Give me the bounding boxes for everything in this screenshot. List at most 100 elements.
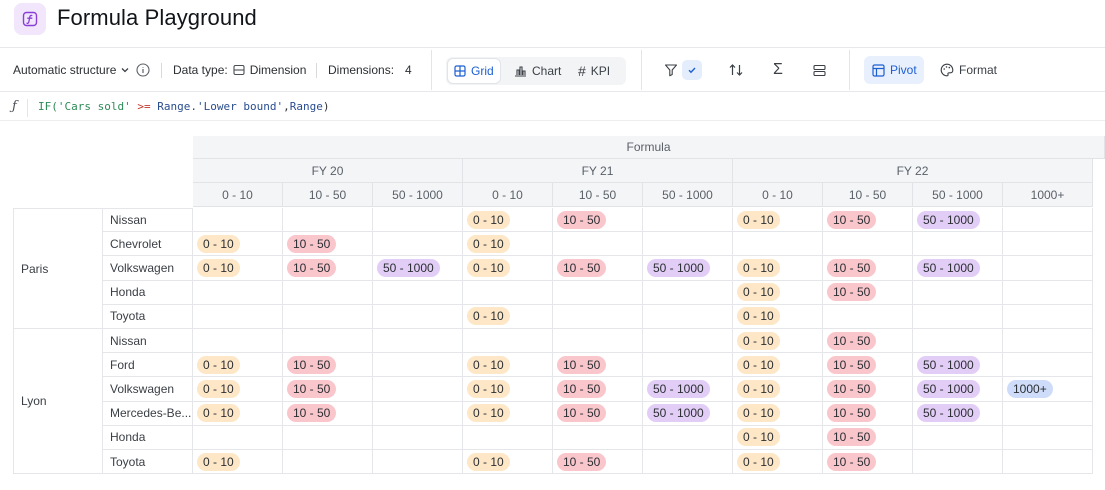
table-cell[interactable]: 10 - 50 <box>823 450 913 475</box>
table-cell[interactable]: 10 - 50 <box>283 232 373 257</box>
table-cell[interactable] <box>1003 304 1093 329</box>
table-cell[interactable] <box>1003 425 1093 450</box>
table-cell[interactable] <box>553 232 643 257</box>
sort-icon[interactable] <box>726 59 746 81</box>
table-cell[interactable]: 10 - 50 <box>823 377 913 402</box>
table-cell[interactable] <box>1003 401 1093 426</box>
row-header-brand[interactable]: Nissan <box>103 329 193 354</box>
table-cell[interactable] <box>373 208 463 233</box>
pivot-button[interactable]: Pivot <box>864 56 924 84</box>
table-cell[interactable]: 10 - 50 <box>283 256 373 281</box>
table-cell[interactable]: 10 - 50 <box>823 425 913 450</box>
filter-icon[interactable] <box>662 59 680 81</box>
table-cell[interactable] <box>553 329 643 354</box>
table-cell[interactable]: 0 - 10 <box>193 232 283 257</box>
structure-dropdown[interactable]: Automatic structure <box>13 48 130 91</box>
table-cell[interactable]: 0 - 10 <box>193 450 283 475</box>
table-cell[interactable] <box>373 329 463 354</box>
table-cell[interactable] <box>373 425 463 450</box>
table-cell[interactable]: 50 - 1000 <box>913 256 1003 281</box>
table-cell[interactable]: 10 - 50 <box>553 450 643 475</box>
table-cell[interactable] <box>1003 256 1093 281</box>
table-cell[interactable] <box>913 450 1003 475</box>
table-cell[interactable] <box>643 425 733 450</box>
table-cell[interactable] <box>643 208 733 233</box>
table-cell[interactable] <box>283 280 373 305</box>
table-cell[interactable]: 50 - 1000 <box>913 208 1003 233</box>
table-cell[interactable]: 1000+ <box>1003 377 1093 402</box>
tab-kpi[interactable]: # KPI <box>572 59 616 83</box>
table-cell[interactable]: 50 - 1000 <box>643 256 733 281</box>
table-cell[interactable]: 10 - 50 <box>823 256 913 281</box>
table-cell[interactable] <box>193 208 283 233</box>
table-cell[interactable]: 50 - 1000 <box>913 353 1003 378</box>
table-cell[interactable] <box>1003 329 1093 354</box>
row-header-brand[interactable]: Toyota <box>103 450 193 475</box>
table-cell[interactable] <box>373 353 463 378</box>
table-cell[interactable] <box>193 329 283 354</box>
table-cell[interactable]: 10 - 50 <box>553 208 643 233</box>
info-icon[interactable] <box>136 48 150 91</box>
table-cell[interactable]: 0 - 10 <box>733 208 823 233</box>
table-cell[interactable] <box>553 425 643 450</box>
table-cell[interactable]: 10 - 50 <box>823 208 913 233</box>
range-header[interactable]: 50 - 1000 <box>373 183 463 207</box>
table-cell[interactable]: 0 - 10 <box>193 256 283 281</box>
table-cell[interactable]: 0 - 10 <box>733 256 823 281</box>
table-cell[interactable] <box>463 329 553 354</box>
table-cell[interactable] <box>643 353 733 378</box>
row-header-brand[interactable]: Honda <box>103 280 193 305</box>
table-cell[interactable]: 10 - 50 <box>283 401 373 426</box>
filter-active-check-icon[interactable] <box>682 60 702 80</box>
table-cell[interactable] <box>283 425 373 450</box>
table-cell[interactable] <box>733 232 823 257</box>
table-cell[interactable] <box>643 304 733 329</box>
range-header[interactable]: 50 - 1000 <box>913 183 1003 207</box>
table-cell[interactable] <box>193 304 283 329</box>
row-header-brand[interactable]: Ford <box>103 353 193 378</box>
table-cell[interactable] <box>283 450 373 475</box>
tab-grid[interactable]: Grid <box>448 59 500 83</box>
year-header[interactable]: FY 22 <box>733 159 1093 183</box>
table-cell[interactable] <box>913 232 1003 257</box>
table-cell[interactable] <box>913 425 1003 450</box>
year-header[interactable]: FY 20 <box>193 159 463 183</box>
table-cell[interactable] <box>283 304 373 329</box>
table-cell[interactable] <box>1003 450 1093 475</box>
table-cell[interactable]: 50 - 1000 <box>373 256 463 281</box>
row-header-brand[interactable]: Mercedes-Be... <box>103 401 193 426</box>
table-cell[interactable]: 0 - 10 <box>463 232 553 257</box>
table-cell[interactable] <box>1003 280 1093 305</box>
row-header-brand[interactable]: Nissan <box>103 208 193 233</box>
table-cell[interactable]: 0 - 10 <box>733 377 823 402</box>
table-cell[interactable]: 10 - 50 <box>823 329 913 354</box>
table-cell[interactable]: 0 - 10 <box>193 377 283 402</box>
range-header[interactable]: 10 - 50 <box>283 183 373 207</box>
table-cell[interactable]: 0 - 10 <box>733 304 823 329</box>
table-cell[interactable]: 0 - 10 <box>733 401 823 426</box>
table-cell[interactable] <box>643 329 733 354</box>
formula-input[interactable]: IF('Cars sold' >= Range.'Lower bound',Ra… <box>38 100 329 113</box>
table-cell[interactable]: 0 - 10 <box>463 304 553 329</box>
range-header[interactable]: 10 - 50 <box>553 183 643 207</box>
table-cell[interactable] <box>913 280 1003 305</box>
range-header[interactable]: 10 - 50 <box>823 183 913 207</box>
table-cell[interactable]: 0 - 10 <box>463 256 553 281</box>
table-cell[interactable] <box>463 425 553 450</box>
table-cell[interactable]: 0 - 10 <box>193 353 283 378</box>
table-cell[interactable]: 10 - 50 <box>553 401 643 426</box>
table-cell[interactable] <box>373 401 463 426</box>
table-cell[interactable]: 0 - 10 <box>733 425 823 450</box>
table-cell[interactable] <box>643 450 733 475</box>
table-cell[interactable] <box>1003 232 1093 257</box>
row-header-city[interactable]: Lyon <box>13 329 103 475</box>
row-header-brand[interactable]: Volkswagen <box>103 256 193 281</box>
table-cell[interactable] <box>193 280 283 305</box>
table-cell[interactable] <box>1003 208 1093 233</box>
table-cell[interactable] <box>913 329 1003 354</box>
range-header[interactable]: 1000+ <box>1003 183 1093 207</box>
table-cell[interactable] <box>373 280 463 305</box>
table-cell[interactable]: 10 - 50 <box>823 353 913 378</box>
range-header[interactable]: 50 - 1000 <box>643 183 733 207</box>
sum-icon[interactable]: Σ <box>773 61 783 78</box>
